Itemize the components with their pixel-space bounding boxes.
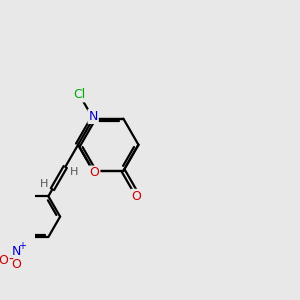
Text: N: N (12, 245, 21, 258)
Text: N: N (88, 110, 98, 123)
Text: H: H (40, 179, 48, 189)
Text: O: O (131, 190, 141, 203)
Text: -: - (9, 252, 14, 266)
Text: Cl: Cl (74, 88, 86, 101)
Text: O: O (89, 167, 99, 179)
Text: H: H (70, 167, 78, 177)
Text: O: O (0, 254, 8, 267)
Text: O: O (11, 258, 21, 271)
Text: +: + (18, 241, 26, 251)
